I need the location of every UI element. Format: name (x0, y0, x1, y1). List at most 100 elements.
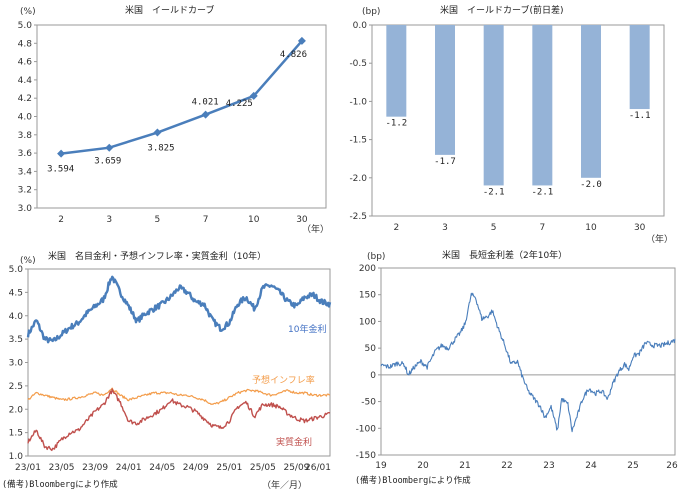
chart3-xtick-label: 24/05 (149, 463, 175, 473)
chart4-xtick-label: 25 (627, 461, 638, 471)
chart4-xtick-label: 21 (459, 461, 470, 471)
chart1-ytick-label: 4.0 (18, 113, 33, 123)
chart3-ytick-label: 4.5 (9, 288, 23, 298)
chart4-ytick-label: -150 (356, 451, 377, 461)
chart1-ytick-label: 4.4 (18, 76, 33, 86)
chart3-ylabel: (%) (20, 256, 36, 266)
chart2-xtick-label: 2 (393, 223, 399, 233)
chart4-ytick-label: -50 (361, 398, 376, 408)
chart4-xtick-label: 20 (417, 461, 429, 471)
chart2-xlabel: （年） (646, 233, 673, 245)
chart4-xtick-label: 26 (666, 461, 678, 471)
chart3-series-line-0 (26, 275, 332, 344)
chart1-xtick-label: 7 (203, 215, 209, 225)
chart3-ytick-label: 3.0 (9, 359, 24, 369)
chart2-bar (386, 25, 407, 117)
chart2-bar (435, 25, 455, 155)
chart1-data-label: 3.659 (94, 157, 121, 167)
chart1-data-label: 4.826 (280, 50, 307, 60)
chart2-data-label: -2.1 (531, 187, 553, 197)
chart4-ytick-label: 0 (370, 371, 376, 381)
chart3-xtick-label: 25/01 (216, 463, 242, 473)
chart4-xtick-label: 24 (585, 461, 597, 471)
chart2-ytick-label: -0.5 (349, 59, 367, 69)
chart4-plot-frame (380, 267, 676, 456)
chart3-series-line-2 (27, 388, 331, 452)
chart2-ytick-label: -1.5 (349, 136, 367, 146)
chart1-data-point (105, 143, 114, 152)
chart3-ytick-label: 1.5 (9, 429, 23, 439)
chart1-xtick-label: 2 (58, 215, 64, 225)
chart1-ytick-label: 3.4 (18, 167, 33, 177)
chart2-bar (532, 25, 553, 186)
chart2-ytick-label: -2.5 (349, 212, 367, 222)
chart1-xlabel: （年） (302, 223, 329, 235)
chart2-ytick-label: -1.0 (349, 97, 367, 107)
series-label-inflation: 予想インフレ率 (252, 374, 315, 386)
chart2-ytick-label: -2.0 (349, 174, 367, 184)
chart4-ytick-label: 50 (365, 344, 377, 354)
chart1-data-point (297, 36, 306, 45)
chart2-data-label: -2.0 (580, 180, 602, 190)
chart3-xtick-label: 23/01 (15, 463, 41, 473)
chart2-bar (581, 25, 601, 178)
chart2-data-label: -1.1 (629, 111, 651, 121)
chart2-xtick-label: 5 (491, 223, 497, 233)
source-note-left: (備考)Bloombergにより作成 (2, 479, 118, 490)
chart3-xlabel: （年／月） (262, 479, 307, 491)
chart1-data-point (153, 128, 162, 137)
chart4-ytick-label: -100 (356, 424, 377, 434)
chart1-ytick-label: 3.8 (18, 131, 33, 141)
yield-curve-chart: 米国 イールドカーブ (%) （年） 5.0 4.8 4.6 4.4 4.2 4.0 3.8… (18, 4, 329, 235)
chart1-data-point (249, 91, 258, 100)
series-label-nominal: 10年金利 (288, 323, 326, 335)
chart1-series-line (60, 40, 303, 155)
chart2-ylabel: (bp) (362, 7, 380, 17)
chart1-ylabel: (%) (20, 7, 36, 17)
chart3-xtick-label: 24/01 (116, 463, 142, 473)
chart2-plot-frame (371, 24, 665, 217)
chart2-ytick-label: 0.0 (353, 21, 368, 31)
chart2-data-label: -1.7 (434, 157, 456, 167)
chart1-title: 米国 イールドカーブ (125, 4, 214, 16)
chart4-ytick-label: 150 (359, 291, 376, 301)
chart2-title: 米国 イールドカーブ(前日差) (440, 4, 563, 16)
chart4-ytick-label: 100 (359, 317, 376, 327)
chart4-title: 米国 長短金利差（2年10年） (442, 249, 567, 261)
spread-chart: 米国 長短金利差（2年10年） (bp) (備考)Bloombergにより作成 … (355, 249, 678, 486)
chart3-ytick-label: 2.5 (9, 382, 23, 392)
chart2-xtick-label: 10 (585, 223, 597, 233)
chart1-data-label: 4.225 (226, 99, 253, 109)
series-label-real: 実質金利 (276, 436, 312, 448)
chart1-data-label: 3.825 (147, 144, 174, 154)
chart3-ytick-label: 3.5 (9, 335, 23, 345)
chart3-xtick-label: 23/05 (49, 463, 75, 473)
chart1-xtick-label: 10 (248, 215, 260, 225)
chart1-xtick-label: 30 (296, 215, 308, 225)
chart1-ytick-label: 3.6 (18, 149, 33, 159)
chart2-data-label: -1.2 (385, 119, 407, 129)
chart1-data-label: 3.594 (47, 165, 74, 175)
chart1-ytick-label: 4.8 (18, 39, 33, 49)
chart2-xtick-label: 7 (539, 223, 545, 233)
chart1-data-label: 4.021 (192, 98, 219, 108)
chart1-ytick-label: 4.6 (18, 58, 33, 68)
chart2-xtick-label: 3 (442, 223, 448, 233)
chart4-xtick-label: 23 (543, 461, 554, 471)
chart1-data-point (57, 149, 66, 158)
chart1-ytick-label: 5.0 (18, 21, 33, 31)
yield-change-chart: 米国 イールドカーブ(前日差) (bp) （年） 0.0 -0.5 -1.0 -1.5… (349, 4, 673, 245)
chart1-data-point (201, 110, 210, 119)
chart1-xtick-label: 3 (106, 215, 112, 225)
chart4-ylabel: (bp) (367, 252, 385, 262)
chart1-ytick-label: 4.2 (18, 94, 32, 104)
chart3-title: 米国 名目金利・予想インフレ率・実質金利（10年） (48, 250, 266, 262)
chart2-bar (483, 25, 504, 186)
chart2-bar (629, 25, 650, 110)
chart1-ytick-label: 3.2 (18, 186, 32, 196)
chart3-series-line-1 (27, 387, 331, 405)
chart4-ytick-label: 200 (359, 264, 376, 274)
rates-inflation-chart: 米国 名目金利・予想インフレ率・実質金利（10年） (%) （年／月） (備考)… (2, 250, 332, 491)
chart3-ytick-label: 1.0 (9, 452, 24, 462)
